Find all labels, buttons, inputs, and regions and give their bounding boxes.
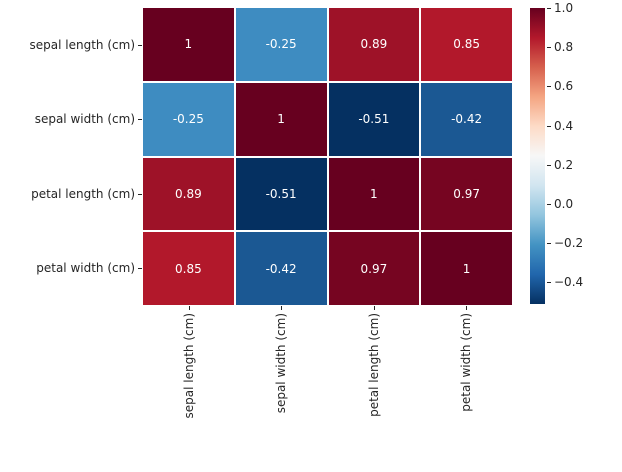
colorbar-tick-mark	[547, 8, 551, 9]
heatmap-cell: -0.25	[235, 8, 327, 81]
colorbar-tick-label: 1.0	[554, 1, 574, 15]
x-tick-label: sepal width (cm)	[274, 313, 289, 414]
colorbar-tick-label: 0.8	[554, 40, 574, 55]
heatmap-cell: 0.85	[143, 232, 234, 305]
heatmap-cell: 1	[143, 8, 234, 81]
x-tick-mark	[189, 306, 191, 310]
x-tick-mark	[281, 306, 283, 310]
colorbar-gradient	[530, 8, 545, 304]
heatmap-cell: 0.89	[143, 157, 234, 231]
colorbar-tick-mark	[547, 204, 551, 206]
x-tick-mark	[373, 306, 375, 310]
colorbar-tick-label: −0.2	[554, 236, 584, 251]
heatmap-cell: -0.25	[143, 82, 234, 156]
colorbar-tick-label: −0.4	[554, 275, 584, 290]
x-tick-label: petal length (cm)	[366, 313, 381, 417]
heatmap-cell: 1	[328, 157, 420, 231]
y-tick-mark	[138, 193, 142, 195]
heatmap-cell: 1	[235, 82, 327, 156]
colorbar-tick-mark	[547, 282, 551, 284]
colorbar-tick-mark	[547, 164, 551, 166]
heatmap-cell: -0.51	[235, 157, 327, 231]
heatmap-cell: 0.89	[328, 8, 420, 81]
colorbar-tick-mark	[547, 47, 551, 49]
x-tick-label: petal width (cm)	[458, 313, 473, 412]
colorbar-tick-label: 0.2	[554, 157, 574, 172]
heatmap-cell: 0.85	[421, 8, 512, 81]
colorbar-tick-label: 0.4	[554, 118, 574, 133]
colorbar-tick-label: 0.6	[554, 79, 574, 94]
heatmap-cell: -0.51	[328, 82, 420, 156]
colorbar-tick-mark	[547, 243, 551, 245]
y-tick-label: petal width (cm)	[36, 260, 135, 275]
heatmap-cell: 0.97	[421, 157, 512, 231]
colorbar-tick-label: 0.0	[554, 197, 574, 212]
heatmap-cell: -0.42	[421, 82, 512, 156]
y-tick-label: sepal length (cm)	[29, 38, 135, 53]
x-tick-mark	[465, 306, 467, 310]
x-tick-label: sepal length (cm)	[182, 313, 197, 419]
y-tick-label: petal length (cm)	[31, 186, 135, 201]
y-tick-mark	[138, 45, 142, 47]
colorbar-tick-mark	[547, 86, 551, 88]
heatmap-cell: -0.42	[235, 232, 327, 305]
heatmap-cell: 0.97	[328, 232, 420, 305]
y-tick-mark	[138, 267, 142, 269]
colorbar-tick-mark	[547, 125, 551, 127]
heatmap-grid: 1 -0.25 0.89 0.85 -0.25 1 -0.51 -0.42 0.89 -0.51 1…	[143, 8, 512, 305]
y-tick-mark	[138, 119, 142, 121]
y-tick-label: sepal width (cm)	[34, 112, 135, 127]
heatmap-cell: 1	[421, 232, 512, 305]
